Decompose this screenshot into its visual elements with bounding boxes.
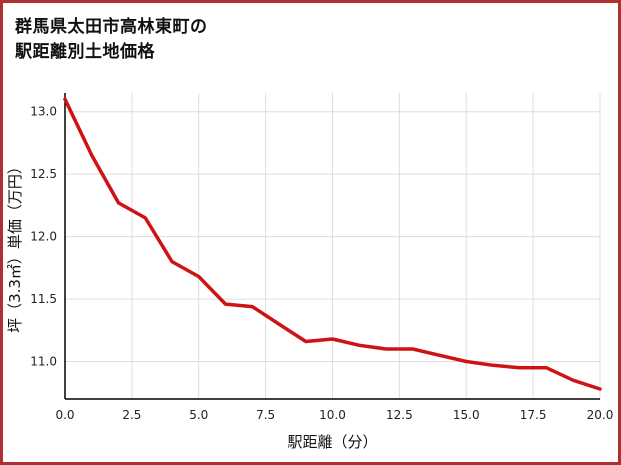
x-axis-label: 駅距離（分） bbox=[287, 433, 377, 451]
x-tick-label: 0.0 bbox=[55, 408, 74, 422]
x-tick-label: 15.0 bbox=[453, 408, 480, 422]
line-chart: 0.0 2.5 5.0 7.5 10.0 12.5 15.0 17.5 20.0 11.0 11.5… bbox=[6, 93, 614, 451]
x-tick-label: 10.0 bbox=[319, 408, 346, 422]
chart-title: 群馬県太田市高林東町の 駅距離別土地価格 bbox=[3, 3, 618, 79]
x-tick-label: 12.5 bbox=[386, 408, 413, 422]
y-tick-label: 12.0 bbox=[30, 230, 57, 244]
y-tick-label: 13.0 bbox=[30, 105, 57, 119]
price-line-series bbox=[63, 97, 602, 391]
y-tick-label: 11.0 bbox=[30, 355, 57, 369]
chart-title-line-2: 駅距離別土地価格 bbox=[15, 41, 155, 62]
x-tick-label: 20.0 bbox=[587, 408, 614, 422]
y-tick-label: 11.5 bbox=[30, 292, 57, 306]
x-tick-label: 2.5 bbox=[122, 408, 141, 422]
y-tick-label: 12.5 bbox=[30, 167, 57, 181]
chart-area: 0.0 2.5 5.0 7.5 10.0 12.5 15.0 17.5 20.0 11.0 11.5… bbox=[3, 79, 618, 461]
x-tick-label: 17.5 bbox=[520, 408, 547, 422]
y-axis-label: 坪（3.3㎡）単価（万円） bbox=[6, 159, 24, 333]
chart-title-line-1: 群馬県太田市高林東町の bbox=[15, 17, 208, 37]
x-tick-label: 7.5 bbox=[256, 408, 275, 422]
x-tick-label: 5.0 bbox=[189, 408, 208, 422]
